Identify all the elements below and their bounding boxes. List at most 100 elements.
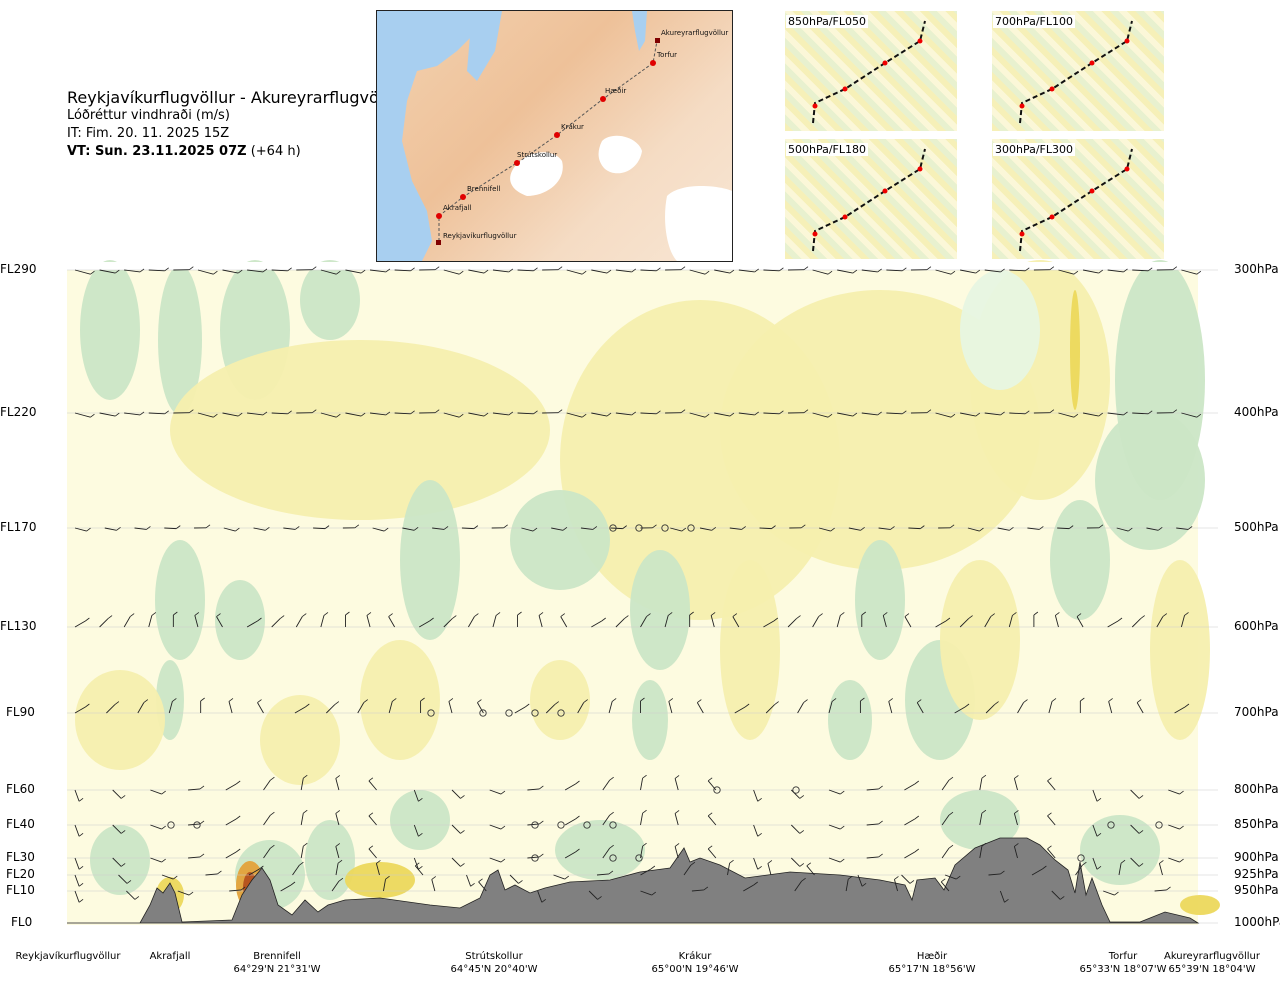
wind-barb-feather: [360, 269, 366, 274]
wind-barb-feather: [926, 409, 932, 414]
wind-barb: [313, 527, 326, 530]
wind-barb-feather: [796, 615, 801, 619]
wind-barb: [448, 701, 453, 714]
wind-barb: [188, 788, 201, 791]
wind-barb: [959, 618, 969, 628]
wind-barb-feather: [287, 267, 292, 272]
wind-barb: [689, 269, 706, 275]
wind-barb-feather: [539, 785, 544, 790]
wind-barb: [150, 857, 162, 863]
waypoint-marker: [650, 60, 656, 66]
wind-barb: [263, 847, 271, 859]
wind-barb: [413, 857, 419, 870]
wind-barb: [1130, 857, 1140, 867]
wind-barb-feather: [265, 526, 270, 531]
calm-wind-circle: [557, 821, 565, 829]
wind-barb-feather: [205, 524, 211, 529]
pressure-label: 950hPa: [1234, 883, 1279, 897]
wind-barb: [935, 269, 952, 275]
wind-barb-feather: [413, 526, 419, 531]
wind-barb-feather: [459, 413, 464, 418]
wind-barb: [818, 527, 831, 532]
wind-barb: [564, 783, 576, 791]
wind-barb: [1013, 778, 1018, 791]
wind-barb: [640, 616, 647, 628]
calm-wind-circle: [609, 821, 617, 829]
wind-barb: [538, 615, 543, 628]
wind-barb: [857, 874, 863, 887]
wind-barb-feather: [173, 875, 178, 880]
wind-barb-feather: [500, 825, 506, 830]
location-coord: 65°39'N 18°04'W: [1168, 964, 1256, 975]
wind-barb: [388, 701, 393, 714]
wind-barb-feather: [840, 858, 845, 863]
wind-barb: [1168, 789, 1180, 795]
pressure-label: 900hPa: [1234, 850, 1279, 864]
vertical-velocity-cell: [158, 265, 202, 415]
wind-barb-feather: [1096, 865, 1102, 870]
wind-barb: [1048, 701, 1053, 714]
wind-barb: [812, 412, 829, 418]
fl-label: FL290: [0, 262, 37, 276]
wind-barb-feather: [1047, 777, 1052, 782]
wind-barb-feather: [1039, 526, 1044, 530]
fl-label: FL30: [6, 850, 35, 864]
wind-barb: [1017, 702, 1024, 714]
wind-barb-feather: [861, 611, 867, 616]
wind-barb: [894, 879, 898, 892]
wind-barb-feather: [646, 613, 651, 617]
wind-barb-feather: [1184, 703, 1190, 708]
location-label: Reykjavíkurflugvöllur: [8, 950, 128, 963]
wind-barb-feather: [216, 613, 221, 617]
wind-barb-feather: [948, 844, 954, 849]
wind-barb-feather: [129, 613, 135, 617]
wind-barb-feather: [732, 613, 738, 617]
wind-barb-feather: [539, 853, 544, 858]
wind-barb: [941, 814, 950, 826]
route-title: Reykjavíkurflugvöllur - Akureyrarflugvöl…: [67, 88, 405, 107]
vertical-velocity-cell: [360, 640, 440, 760]
wind-barb-feather: [575, 848, 580, 853]
pressure-label: 300hPa: [1234, 262, 1279, 276]
calm-wind-circle: [635, 524, 643, 532]
wind-barb: [596, 873, 609, 876]
map-label: Reykjavíkurflugvöllur: [443, 232, 517, 240]
wind-barb-feather: [228, 698, 234, 702]
wind-barb-feather: [592, 526, 598, 530]
wind-barb: [368, 815, 377, 826]
wind-barb: [1054, 615, 1059, 628]
wind-barb: [553, 874, 565, 880]
wind-barb-feather: [799, 795, 805, 799]
wind-barb: [247, 412, 264, 416]
wind-barb-feather: [78, 797, 84, 802]
wind-barb-feather: [1082, 861, 1087, 866]
wind-barb: [300, 778, 304, 791]
wind-barb-feather: [235, 815, 241, 820]
wind-barb-feather: [500, 790, 506, 795]
wind-barb: [812, 269, 829, 275]
wind-barb: [222, 412, 239, 417]
wind-barb: [477, 702, 484, 714]
wind-barb-feather: [483, 269, 489, 274]
location-name: Torfur: [1108, 951, 1138, 962]
wind-barb-feather: [115, 412, 120, 417]
wind-barb-feather: [1187, 526, 1193, 530]
top-edge-mask: [67, 262, 1198, 270]
wind-barb-feather: [235, 780, 241, 785]
wind-barb: [674, 813, 679, 826]
wind-barb-feather: [173, 611, 178, 616]
wind-barb-feather: [640, 697, 645, 702]
wind-barb: [468, 269, 485, 274]
wind-barb: [1154, 889, 1167, 892]
wind-barb: [1130, 824, 1140, 834]
wind-barb: [753, 824, 759, 837]
wind-barb: [1082, 269, 1099, 274]
wind-barb: [866, 856, 879, 859]
wind-barb: [866, 788, 879, 791]
wind-barb-feather: [741, 526, 746, 530]
wind-barb: [292, 864, 300, 876]
wind-barb: [1181, 412, 1197, 418]
wind-barb: [335, 778, 340, 791]
wind-barb: [164, 527, 177, 530]
wind-barb: [916, 702, 924, 714]
